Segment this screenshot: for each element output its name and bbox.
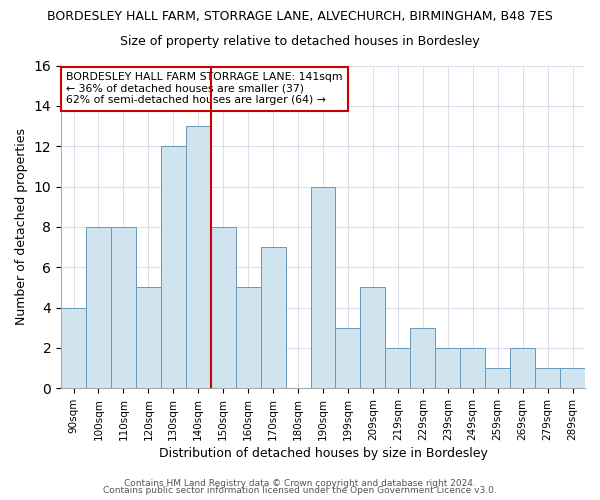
Bar bbox=[535, 368, 560, 388]
Bar bbox=[136, 288, 161, 388]
Text: BORDESLEY HALL FARM, STORRAGE LANE, ALVECHURCH, BIRMINGHAM, B48 7ES: BORDESLEY HALL FARM, STORRAGE LANE, ALVE… bbox=[47, 10, 553, 23]
Bar bbox=[361, 288, 385, 388]
Bar bbox=[335, 328, 361, 388]
Bar bbox=[311, 186, 335, 388]
Bar bbox=[61, 308, 86, 388]
Text: Size of property relative to detached houses in Bordesley: Size of property relative to detached ho… bbox=[120, 35, 480, 48]
Bar bbox=[435, 348, 460, 388]
Bar bbox=[86, 227, 111, 388]
X-axis label: Distribution of detached houses by size in Bordesley: Distribution of detached houses by size … bbox=[158, 447, 487, 460]
Text: Contains public sector information licensed under the Open Government Licence v3: Contains public sector information licen… bbox=[103, 486, 497, 495]
Bar bbox=[560, 368, 585, 388]
Bar bbox=[186, 126, 211, 388]
Y-axis label: Number of detached properties: Number of detached properties bbox=[15, 128, 28, 326]
Bar bbox=[410, 328, 435, 388]
Bar bbox=[161, 146, 186, 388]
Bar bbox=[510, 348, 535, 388]
Bar bbox=[260, 247, 286, 388]
Bar bbox=[460, 348, 485, 388]
Bar bbox=[485, 368, 510, 388]
Text: Contains HM Land Registry data © Crown copyright and database right 2024.: Contains HM Land Registry data © Crown c… bbox=[124, 478, 476, 488]
Bar bbox=[111, 227, 136, 388]
Bar bbox=[236, 288, 260, 388]
Bar bbox=[211, 227, 236, 388]
Text: BORDESLEY HALL FARM STORRAGE LANE: 141sqm
← 36% of detached houses are smaller (: BORDESLEY HALL FARM STORRAGE LANE: 141sq… bbox=[66, 72, 343, 105]
Bar bbox=[385, 348, 410, 388]
